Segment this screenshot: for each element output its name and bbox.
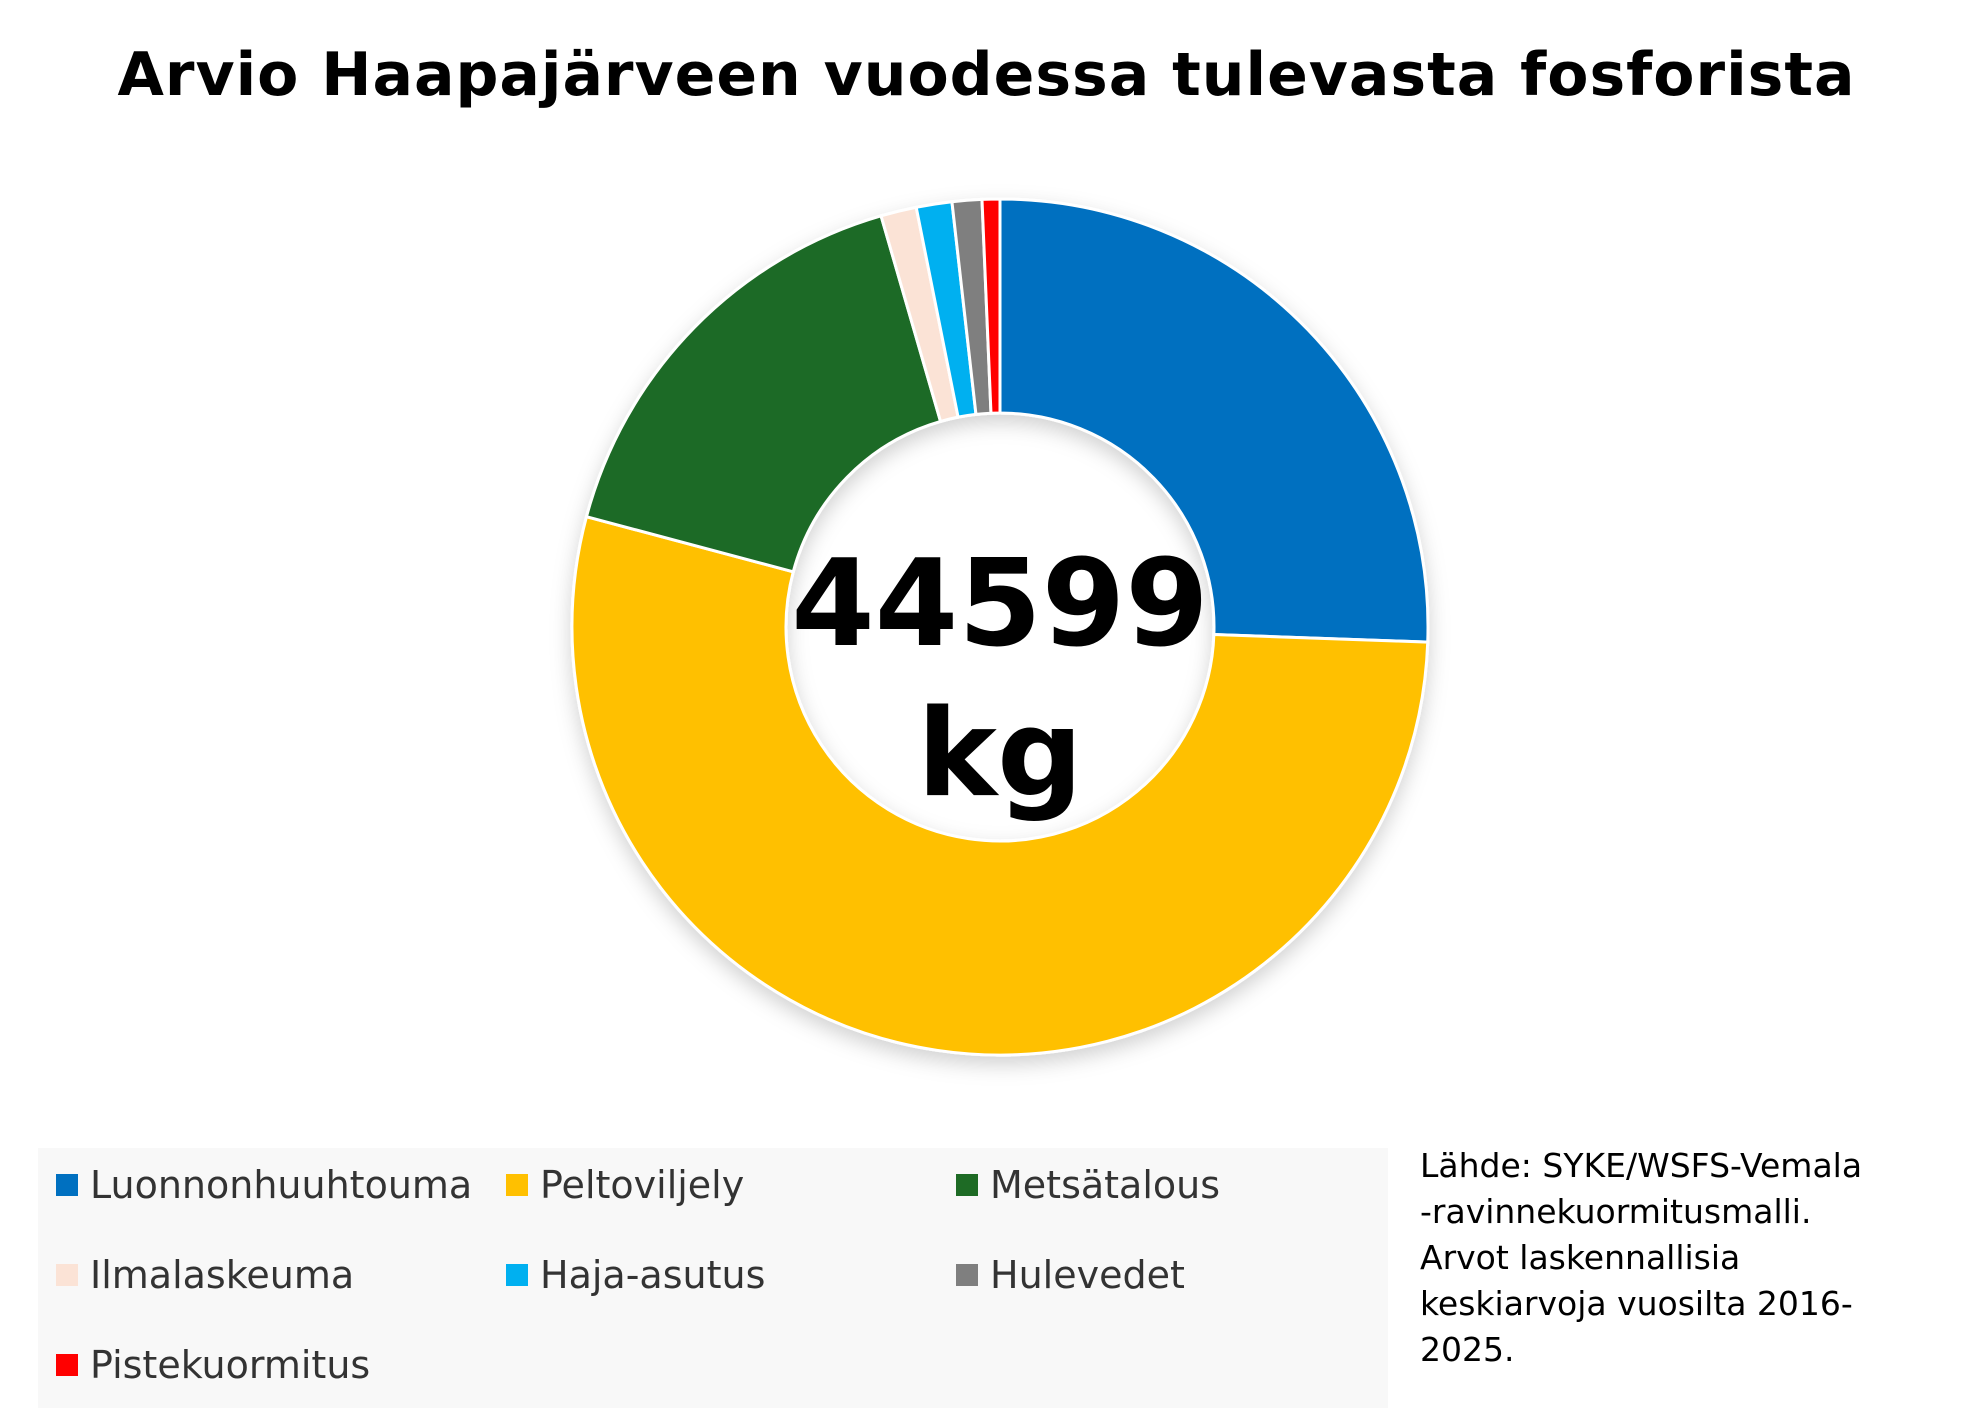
legend-swatch <box>506 1174 528 1196</box>
legend-label: Hulevedet <box>990 1253 1185 1297</box>
legend-item: Pistekuormitus <box>56 1330 370 1400</box>
source-note-line: Arvot laskennallisia <box>1420 1238 1741 1277</box>
source-note-line: -ravinnekuormitusmalli. <box>1420 1192 1812 1231</box>
legend-swatch <box>56 1264 78 1286</box>
legend-swatch <box>506 1264 528 1286</box>
slice-pistekuormitus <box>980 197 1002 415</box>
legend: Luonnonhuuhtouma Peltoviljely Metsätalous I… <box>38 1148 1388 1408</box>
source-note: Lähde: SYKE/WSFS-Vemala -ravinnekuormitu… <box>1420 1143 1960 1373</box>
legend-label: Pistekuormitus <box>90 1343 371 1387</box>
center-total-unit: kg <box>917 685 1083 824</box>
legend-item: Hulevedet <box>956 1240 1185 1310</box>
legend-label: Luonnonhuuhtouma <box>90 1163 473 1207</box>
center-total-label: 44599 kg <box>780 530 1220 830</box>
legend-item: Metsätalous <box>956 1150 1220 1220</box>
source-note-line: Lähde: SYKE/WSFS-Vemala <box>1420 1146 1863 1185</box>
legend-item: Ilmalaskeuma <box>56 1240 354 1310</box>
legend-item: Haja-asutus <box>506 1240 765 1310</box>
legend-item: Peltoviljely <box>506 1150 744 1220</box>
legend-swatch <box>956 1174 978 1196</box>
legend-label: Ilmalaskeuma <box>90 1253 355 1297</box>
chart-title: Arvio Haapajärveen vuodessa tulevasta fo… <box>117 40 1856 110</box>
source-note-line: 2025. <box>1420 1330 1515 1369</box>
legend-label: Haja-asutus <box>540 1253 766 1297</box>
slice-luonnonhuuhtouma <box>998 197 1430 644</box>
legend-item: Luonnonhuuhtouma <box>56 1150 472 1220</box>
legend-label: Metsätalous <box>990 1163 1221 1207</box>
source-note-line: keskiarvoja vuosilta 2016- <box>1420 1284 1853 1323</box>
center-total-value: 44599 <box>791 535 1209 674</box>
slice-metsätalous <box>584 214 943 574</box>
legend-swatch <box>56 1174 78 1196</box>
legend-swatch <box>956 1264 978 1286</box>
slice-peltoviljely <box>570 514 1430 1057</box>
legend-label: Peltoviljely <box>540 1163 745 1207</box>
legend-swatch <box>56 1354 78 1376</box>
